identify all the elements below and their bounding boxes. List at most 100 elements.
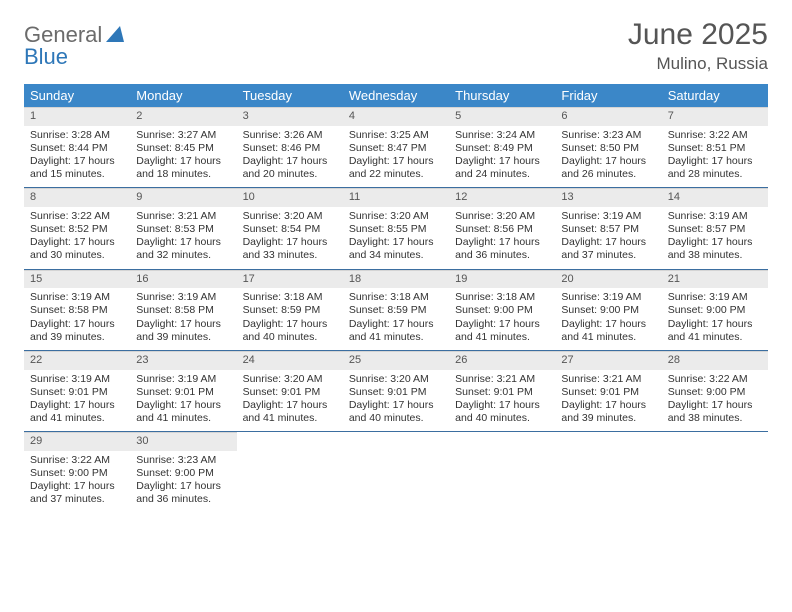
sunrise-line: Sunrise: 3:19 AM bbox=[136, 291, 230, 304]
day-number: 21 bbox=[662, 270, 768, 289]
day-cell: 7Sunrise: 3:22 AMSunset: 8:51 PMDaylight… bbox=[662, 107, 768, 187]
day-cell: 18Sunrise: 3:18 AMSunset: 8:59 PMDayligh… bbox=[343, 270, 449, 350]
month-title: June 2025 bbox=[628, 18, 768, 52]
day-number: 26 bbox=[449, 351, 555, 370]
empty-cell bbox=[555, 432, 661, 512]
day-cell: 5Sunrise: 3:24 AMSunset: 8:49 PMDaylight… bbox=[449, 107, 555, 187]
day-number: 9 bbox=[130, 188, 236, 207]
day-number: 8 bbox=[24, 188, 130, 207]
sunset-line: Sunset: 8:56 PM bbox=[455, 223, 549, 236]
sunset-line: Sunset: 8:57 PM bbox=[668, 223, 762, 236]
daylight-line: Daylight: 17 hours and 24 minutes. bbox=[455, 155, 549, 181]
week-row: 29Sunrise: 3:22 AMSunset: 9:00 PMDayligh… bbox=[24, 432, 768, 512]
sunset-line: Sunset: 9:00 PM bbox=[668, 304, 762, 317]
daylight-line: Daylight: 17 hours and 36 minutes. bbox=[455, 236, 549, 262]
day-number: 19 bbox=[449, 270, 555, 289]
day-cell: 20Sunrise: 3:19 AMSunset: 9:00 PMDayligh… bbox=[555, 270, 661, 350]
sunrise-line: Sunrise: 3:21 AM bbox=[136, 210, 230, 223]
day-cell: 27Sunrise: 3:21 AMSunset: 9:01 PMDayligh… bbox=[555, 351, 661, 431]
day-number: 25 bbox=[343, 351, 449, 370]
day-number: 2 bbox=[130, 107, 236, 126]
sunset-line: Sunset: 8:45 PM bbox=[136, 142, 230, 155]
day-cell: 28Sunrise: 3:22 AMSunset: 9:00 PMDayligh… bbox=[662, 351, 768, 431]
sunrise-line: Sunrise: 3:19 AM bbox=[30, 291, 124, 304]
day-cell: 25Sunrise: 3:20 AMSunset: 9:01 PMDayligh… bbox=[343, 351, 449, 431]
sunrise-line: Sunrise: 3:26 AM bbox=[243, 129, 337, 142]
sunrise-line: Sunrise: 3:23 AM bbox=[561, 129, 655, 142]
day-cell: 8Sunrise: 3:22 AMSunset: 8:52 PMDaylight… bbox=[24, 188, 130, 268]
day-cell: 11Sunrise: 3:20 AMSunset: 8:55 PMDayligh… bbox=[343, 188, 449, 268]
sunrise-line: Sunrise: 3:18 AM bbox=[349, 291, 443, 304]
sunrise-line: Sunrise: 3:28 AM bbox=[30, 129, 124, 142]
sunset-line: Sunset: 9:00 PM bbox=[561, 304, 655, 317]
weekday-header-row: Sunday Monday Tuesday Wednesday Thursday… bbox=[24, 84, 768, 107]
daylight-line: Daylight: 17 hours and 41 minutes. bbox=[561, 318, 655, 344]
day-cell: 1Sunrise: 3:28 AMSunset: 8:44 PMDaylight… bbox=[24, 107, 130, 187]
sunrise-line: Sunrise: 3:22 AM bbox=[668, 129, 762, 142]
empty-cell bbox=[237, 432, 343, 512]
empty-cell bbox=[449, 432, 555, 512]
day-number: 3 bbox=[237, 107, 343, 126]
sunset-line: Sunset: 8:59 PM bbox=[243, 304, 337, 317]
sunset-line: Sunset: 8:47 PM bbox=[349, 142, 443, 155]
sunrise-line: Sunrise: 3:18 AM bbox=[455, 291, 549, 304]
day-number: 24 bbox=[237, 351, 343, 370]
sunset-line: Sunset: 8:58 PM bbox=[30, 304, 124, 317]
sunrise-line: Sunrise: 3:20 AM bbox=[349, 373, 443, 386]
day-cell: 30Sunrise: 3:23 AMSunset: 9:00 PMDayligh… bbox=[130, 432, 236, 512]
sunrise-line: Sunrise: 3:27 AM bbox=[136, 129, 230, 142]
day-cell: 12Sunrise: 3:20 AMSunset: 8:56 PMDayligh… bbox=[449, 188, 555, 268]
day-number: 29 bbox=[24, 432, 130, 451]
empty-cell bbox=[343, 432, 449, 512]
day-cell: 17Sunrise: 3:18 AMSunset: 8:59 PMDayligh… bbox=[237, 270, 343, 350]
day-cell: 4Sunrise: 3:25 AMSunset: 8:47 PMDaylight… bbox=[343, 107, 449, 187]
day-number: 11 bbox=[343, 188, 449, 207]
day-number: 22 bbox=[24, 351, 130, 370]
sunset-line: Sunset: 9:01 PM bbox=[136, 386, 230, 399]
day-number: 10 bbox=[237, 188, 343, 207]
day-number: 28 bbox=[662, 351, 768, 370]
daylight-line: Daylight: 17 hours and 18 minutes. bbox=[136, 155, 230, 181]
sunrise-line: Sunrise: 3:18 AM bbox=[243, 291, 337, 304]
week-row: 15Sunrise: 3:19 AMSunset: 8:58 PMDayligh… bbox=[24, 270, 768, 351]
weekday-header: Friday bbox=[555, 84, 661, 107]
brand-logo: General Blue bbox=[24, 18, 124, 68]
daylight-line: Daylight: 17 hours and 15 minutes. bbox=[30, 155, 124, 181]
sunset-line: Sunset: 9:00 PM bbox=[30, 467, 124, 480]
sunset-line: Sunset: 8:49 PM bbox=[455, 142, 549, 155]
title-block: June 2025 Mulino, Russia bbox=[628, 18, 768, 74]
day-cell: 10Sunrise: 3:20 AMSunset: 8:54 PMDayligh… bbox=[237, 188, 343, 268]
daylight-line: Daylight: 17 hours and 39 minutes. bbox=[136, 318, 230, 344]
day-number: 16 bbox=[130, 270, 236, 289]
header: General Blue June 2025 Mulino, Russia bbox=[24, 18, 768, 74]
sunset-line: Sunset: 8:57 PM bbox=[561, 223, 655, 236]
daylight-line: Daylight: 17 hours and 36 minutes. bbox=[136, 480, 230, 506]
brand-text: General Blue bbox=[24, 24, 124, 68]
sunset-line: Sunset: 8:51 PM bbox=[668, 142, 762, 155]
daylight-line: Daylight: 17 hours and 41 minutes. bbox=[455, 318, 549, 344]
sunrise-line: Sunrise: 3:22 AM bbox=[30, 210, 124, 223]
sunset-line: Sunset: 8:53 PM bbox=[136, 223, 230, 236]
daylight-line: Daylight: 17 hours and 41 minutes. bbox=[136, 399, 230, 425]
day-cell: 21Sunrise: 3:19 AMSunset: 9:00 PMDayligh… bbox=[662, 270, 768, 350]
daylight-line: Daylight: 17 hours and 38 minutes. bbox=[668, 399, 762, 425]
day-cell: 15Sunrise: 3:19 AMSunset: 8:58 PMDayligh… bbox=[24, 270, 130, 350]
brand-word-2: Blue bbox=[24, 44, 68, 69]
daylight-line: Daylight: 17 hours and 41 minutes. bbox=[30, 399, 124, 425]
daylight-line: Daylight: 17 hours and 40 minutes. bbox=[349, 399, 443, 425]
sunrise-line: Sunrise: 3:19 AM bbox=[668, 291, 762, 304]
day-number: 4 bbox=[343, 107, 449, 126]
sunrise-line: Sunrise: 3:19 AM bbox=[668, 210, 762, 223]
sunrise-line: Sunrise: 3:20 AM bbox=[455, 210, 549, 223]
sunrise-line: Sunrise: 3:21 AM bbox=[455, 373, 549, 386]
day-cell: 3Sunrise: 3:26 AMSunset: 8:46 PMDaylight… bbox=[237, 107, 343, 187]
week-row: 22Sunrise: 3:19 AMSunset: 9:01 PMDayligh… bbox=[24, 351, 768, 432]
sunset-line: Sunset: 9:00 PM bbox=[455, 304, 549, 317]
day-cell: 2 Sunrise: 3:27 AMSunset: 8:45 PMDaylight… bbox=[130, 107, 236, 187]
daylight-line: Daylight: 17 hours and 39 minutes. bbox=[561, 399, 655, 425]
daylight-line: Daylight: 17 hours and 39 minutes. bbox=[30, 318, 124, 344]
daylight-line: Daylight: 17 hours and 37 minutes. bbox=[30, 480, 124, 506]
daylight-line: Daylight: 17 hours and 30 minutes. bbox=[30, 236, 124, 262]
brand-sail-icon bbox=[106, 26, 124, 42]
day-number: 6 bbox=[555, 107, 661, 126]
